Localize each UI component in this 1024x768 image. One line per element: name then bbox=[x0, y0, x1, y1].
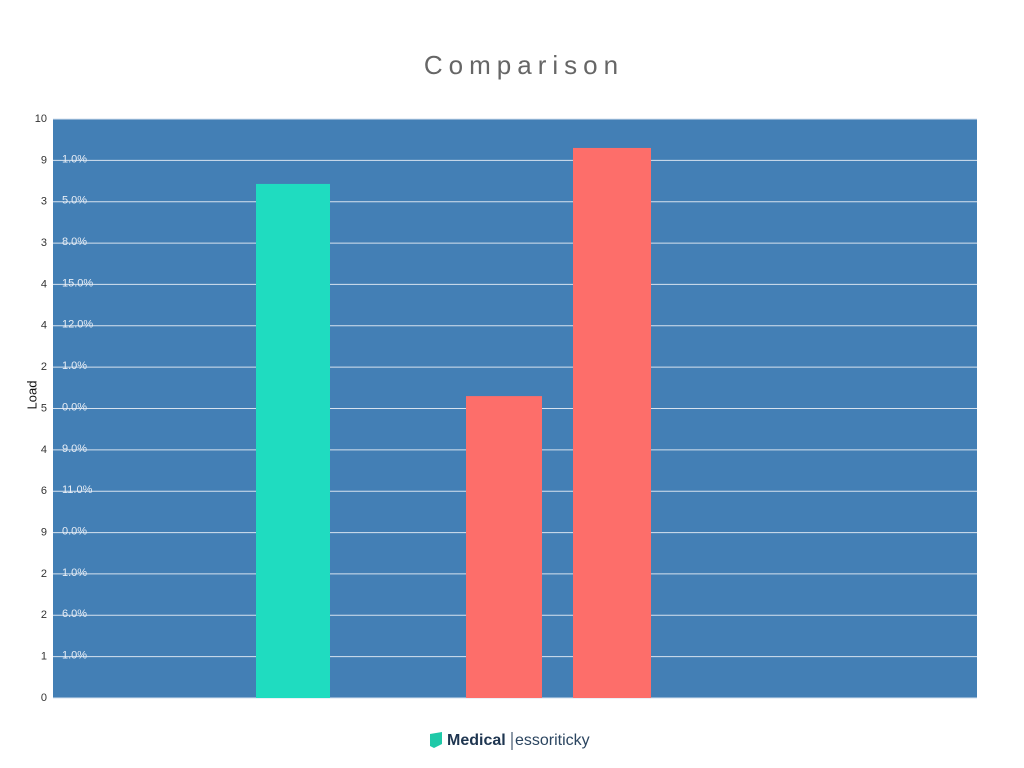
footer-logo bbox=[430, 732, 442, 748]
y-tick-label: 3 bbox=[41, 237, 47, 249]
y-tick-label: 1 bbox=[41, 651, 47, 663]
bar bbox=[256, 183, 330, 698]
grid-label: 12.0% bbox=[62, 319, 93, 331]
grid-label: 9.0% bbox=[62, 443, 87, 455]
y-tick-label: 6 bbox=[41, 485, 47, 497]
grid-label: 6.0% bbox=[62, 608, 87, 620]
grid-label: 1.0% bbox=[62, 650, 87, 662]
grid-label: 15.0% bbox=[62, 277, 93, 289]
grid-label: 5.0% bbox=[62, 195, 87, 207]
y-tick-label: 10 bbox=[35, 113, 47, 125]
y-tick-label: 2 bbox=[41, 568, 47, 580]
footer-tagline: essoriticky bbox=[515, 732, 590, 749]
y-tick-label: 2 bbox=[41, 609, 47, 621]
grid-label: 1.0% bbox=[62, 360, 87, 372]
y-tick-label: 3 bbox=[41, 196, 47, 208]
y-tick-label: 4 bbox=[41, 278, 47, 290]
y-tick-label: 4 bbox=[41, 444, 47, 456]
grid-label: 8.0% bbox=[62, 236, 87, 248]
grid-label: 11.0% bbox=[62, 484, 93, 496]
grid-label: 0.0% bbox=[62, 401, 87, 413]
bar bbox=[466, 396, 542, 698]
y-tick-label: 2 bbox=[41, 361, 47, 373]
bar bbox=[573, 147, 651, 698]
grid-label: 0.0% bbox=[62, 525, 87, 537]
grid-label: 1.0% bbox=[62, 567, 87, 579]
y-axis-label: Load bbox=[24, 381, 39, 410]
footer-brand: Medical bbox=[447, 732, 506, 749]
chart-title: Comparison bbox=[424, 50, 624, 80]
y-tick-label: 9 bbox=[41, 526, 47, 538]
y-tick-label: 9 bbox=[41, 154, 47, 166]
grid-label: 1.0% bbox=[62, 153, 87, 165]
y-tick-label: 0 bbox=[41, 692, 47, 704]
y-tick-label: 5 bbox=[41, 402, 47, 414]
y-tick-label: 4 bbox=[41, 320, 47, 332]
